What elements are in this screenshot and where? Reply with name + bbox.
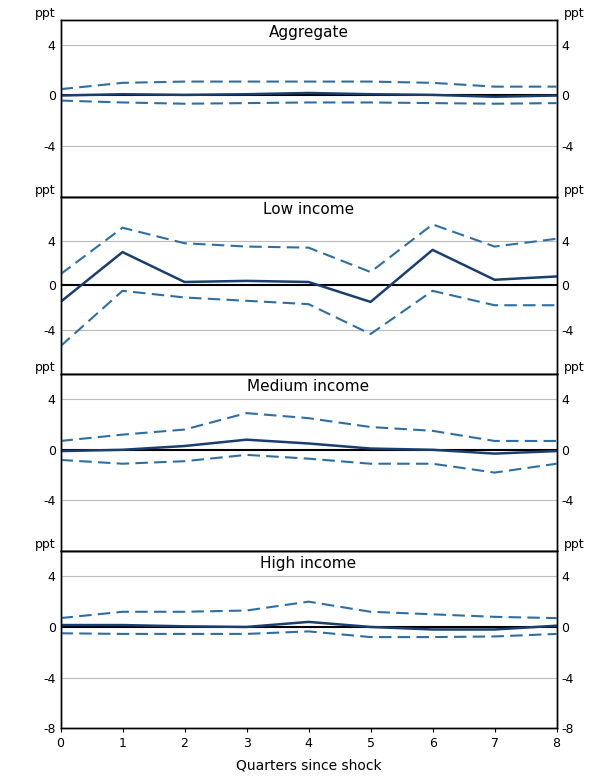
Text: Aggregate: Aggregate <box>269 25 348 40</box>
Text: Medium income: Medium income <box>247 379 370 394</box>
Text: ppt: ppt <box>35 538 56 551</box>
Text: ppt: ppt <box>564 6 584 20</box>
Text: High income: High income <box>261 557 356 572</box>
Text: ppt: ppt <box>35 184 56 197</box>
X-axis label: Quarters since shock: Quarters since shock <box>236 759 381 773</box>
Text: ppt: ppt <box>564 184 584 197</box>
Text: ppt: ppt <box>35 361 56 374</box>
Text: Low income: Low income <box>263 202 354 217</box>
Text: ppt: ppt <box>564 538 584 551</box>
Text: ppt: ppt <box>564 361 584 374</box>
Text: ppt: ppt <box>35 6 56 20</box>
